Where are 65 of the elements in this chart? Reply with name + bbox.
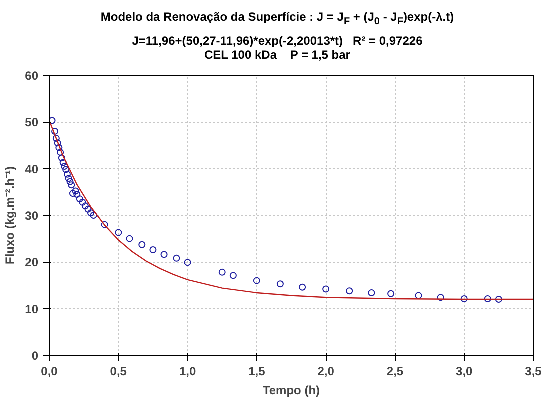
point [115, 229, 122, 236]
point [160, 251, 168, 258]
point [68, 182, 76, 189]
point [74, 191, 81, 198]
point [101, 221, 108, 228]
point [62, 166, 70, 174]
x-tick-label: 3,0 [456, 364, 474, 378]
point [495, 296, 502, 303]
point [276, 280, 284, 288]
point [460, 296, 468, 303]
y-tick-label: 60 [25, 69, 39, 83]
x-tick-label: 2,0 [318, 364, 335, 378]
point [66, 178, 74, 186]
point [56, 144, 63, 152]
point [90, 212, 98, 219]
point [84, 206, 92, 213]
point [368, 289, 376, 296]
y-tick-label: 10 [25, 302, 39, 316]
point [60, 159, 67, 166]
point [54, 140, 62, 147]
x-tick-label: 1,5 [248, 364, 266, 378]
point [150, 246, 157, 254]
x-tick-label: 0,5 [110, 364, 128, 378]
point [57, 149, 64, 156]
point [65, 175, 72, 182]
y-tick-label: 20 [25, 256, 39, 270]
point [230, 272, 237, 280]
point [138, 241, 146, 248]
line-series [50, 120, 534, 300]
y-tick-label: 40 [25, 162, 39, 176]
point [218, 268, 226, 276]
y-tick-label: 30 [25, 209, 39, 223]
y-axis-title: Fluxo (kg.m⁻².h⁻¹) [3, 166, 18, 264]
point [72, 188, 80, 195]
point [64, 170, 71, 178]
chart-subtitle: J=11,96+(50,27-11,96)*exp(-2,20013*t) R² = 0,97226 CEL 100 kDa P = 1,5 bar [131, 34, 424, 62]
point [50, 117, 56, 124]
point [484, 296, 492, 303]
point [70, 190, 77, 198]
point [346, 288, 354, 295]
point [58, 154, 66, 162]
chart-title: Modelo da Renovação da Superfície : J = J$_{F}$ + (J$_{0}$ - J$_{F}$)exp(-λ.t) [100, 9, 454, 30]
point [253, 277, 260, 284]
point [87, 210, 94, 217]
x-tick-label: 3,5 [525, 364, 542, 378]
point [126, 235, 134, 242]
point [173, 254, 180, 262]
point [437, 294, 444, 302]
point [52, 135, 60, 142]
x-axis-title: Tempo (h) [262, 384, 320, 398]
point [388, 290, 395, 298]
x-tick-label: 1,0 [179, 364, 196, 378]
y-tick-label: 0 [32, 349, 39, 363]
point [322, 286, 330, 293]
point [79, 198, 86, 206]
x-tick-label: 2,5 [386, 364, 404, 378]
point [61, 163, 68, 170]
point [415, 292, 422, 300]
x-tick-label: 0,0 [41, 364, 58, 378]
point [184, 259, 192, 266]
y-tick-label: 50 [25, 116, 39, 130]
point [76, 196, 84, 203]
point [299, 284, 306, 291]
point [52, 128, 59, 135]
point [82, 202, 89, 210]
